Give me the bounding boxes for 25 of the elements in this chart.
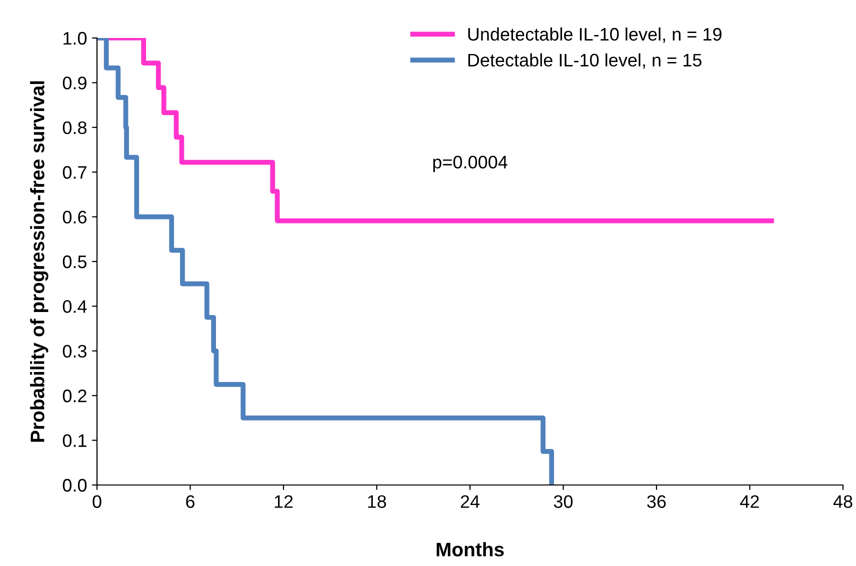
- y-axis-title: Probability of progression-free survival: [30, 81, 48, 442]
- x-tick-label: 48: [833, 495, 852, 508]
- legend-label: Detectable IL-10 level, n = 15: [468, 53, 702, 69]
- y-tick-label: 0.4: [62, 300, 87, 313]
- x-tick-label: 0: [92, 495, 102, 508]
- legend-label: Undetectable IL-10 level, n = 19: [468, 27, 722, 43]
- x-tick-label: 36: [647, 495, 666, 508]
- x-tick-label: 6: [186, 495, 194, 508]
- x-axis-title: Months: [436, 542, 504, 556]
- x-tick-label: 24: [460, 495, 480, 508]
- x-tick-label: 12: [274, 495, 293, 508]
- y-tick-label: 0.5: [62, 255, 87, 268]
- y-tick-label: 0.9: [62, 76, 86, 90]
- x-tick-label: 18: [368, 495, 386, 508]
- y-tick-label: 0.2: [62, 390, 86, 402]
- y-tick-label: 0.6: [62, 210, 86, 224]
- x-tick-label: 30: [554, 495, 573, 508]
- y-tick-label: 0.3: [62, 344, 86, 358]
- y-tick-label: 0.7: [62, 166, 86, 179]
- annotation: p=0.0004: [433, 156, 508, 172]
- y-tick-label: 0.0: [62, 478, 87, 492]
- y-tick-label: 1.0: [64, 32, 87, 45]
- x-tick-label: 42: [740, 495, 759, 508]
- y-tick-label: 0.8: [62, 121, 86, 134]
- y-tick-label: 0.1: [62, 434, 86, 448]
